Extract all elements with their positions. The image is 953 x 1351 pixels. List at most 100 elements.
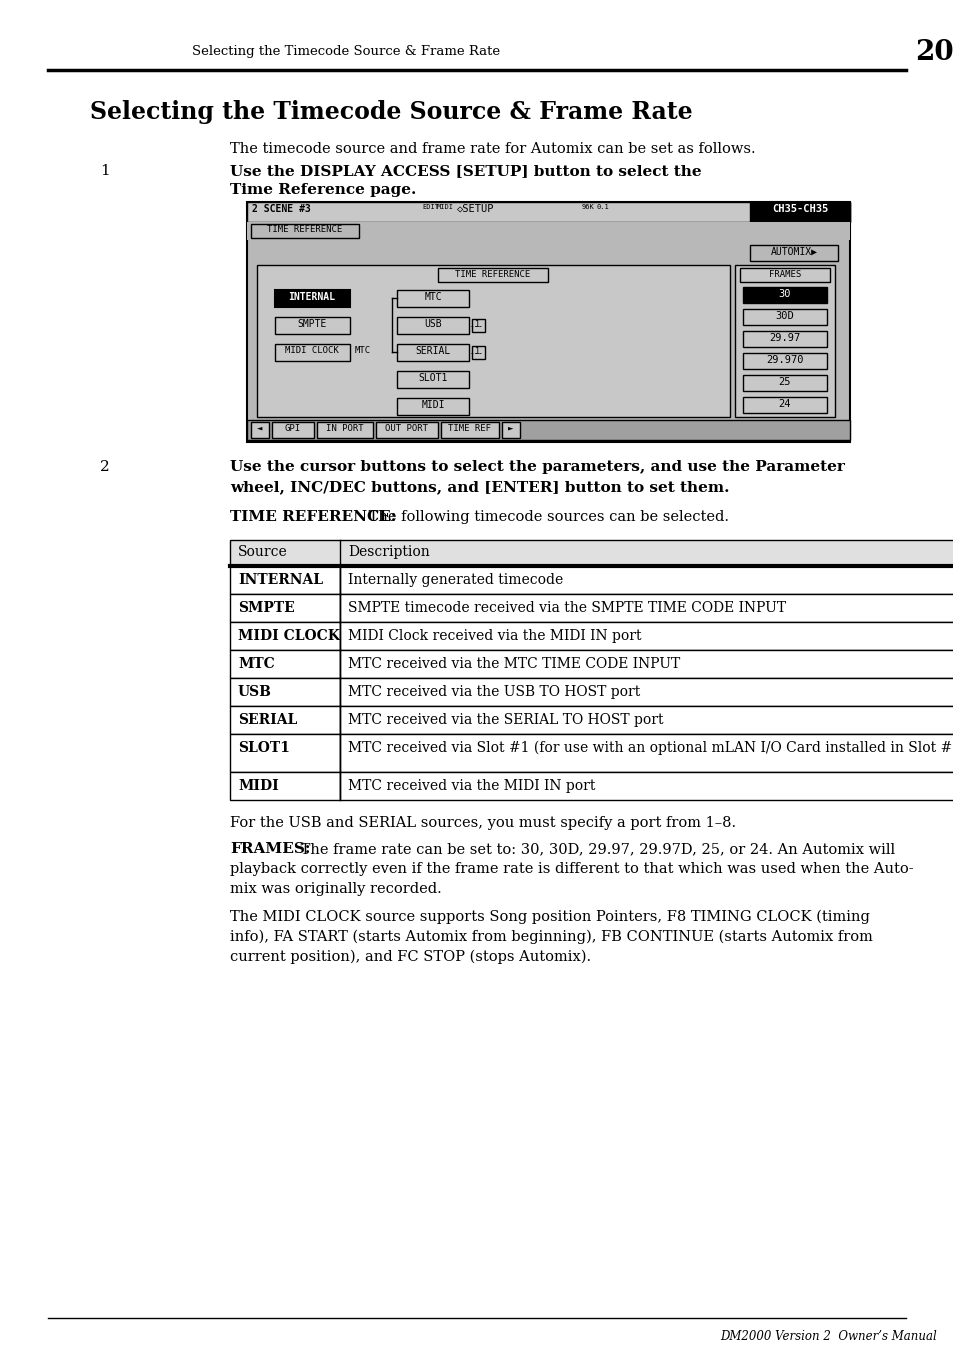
Text: 1: 1 bbox=[475, 320, 480, 330]
Text: 2 SCENE #3: 2 SCENE #3 bbox=[252, 204, 311, 213]
Bar bbox=[396, 345, 469, 361]
Bar bbox=[339, 734, 953, 771]
Text: SERIAL: SERIAL bbox=[237, 713, 297, 727]
Bar bbox=[339, 650, 953, 678]
Bar bbox=[230, 707, 339, 734]
Text: 0.1: 0.1 bbox=[597, 204, 609, 209]
Bar bbox=[247, 203, 849, 442]
Bar bbox=[472, 319, 484, 332]
Text: ◄: ◄ bbox=[257, 424, 262, 434]
Bar bbox=[339, 594, 953, 621]
Text: FRAMES:: FRAMES: bbox=[230, 842, 310, 857]
Text: TIME REFERENCE: TIME REFERENCE bbox=[455, 270, 530, 280]
Bar bbox=[742, 309, 826, 326]
Bar bbox=[272, 422, 314, 438]
Bar bbox=[375, 422, 437, 438]
Text: SLOT1: SLOT1 bbox=[417, 373, 447, 382]
Bar bbox=[247, 203, 849, 222]
Text: Selecting the Timecode Source & Frame Rate: Selecting the Timecode Source & Frame Ra… bbox=[90, 100, 692, 124]
Bar bbox=[230, 678, 339, 707]
Text: MTC received via the MIDI IN port: MTC received via the MIDI IN port bbox=[348, 780, 595, 793]
Text: MTC: MTC bbox=[355, 346, 371, 355]
Text: 96K: 96K bbox=[581, 204, 594, 209]
Bar bbox=[734, 265, 834, 417]
Text: CH35-CH35: CH35-CH35 bbox=[771, 204, 827, 213]
Text: 29.97: 29.97 bbox=[768, 332, 800, 343]
Bar bbox=[501, 422, 519, 438]
Bar bbox=[251, 224, 358, 238]
Text: SMPTE: SMPTE bbox=[237, 601, 294, 615]
Text: MIDI: MIDI bbox=[237, 780, 278, 793]
Text: MIDI: MIDI bbox=[436, 204, 454, 209]
Bar bbox=[339, 566, 953, 594]
Bar bbox=[230, 734, 339, 771]
Bar bbox=[230, 566, 339, 594]
Bar bbox=[396, 372, 469, 388]
Text: ---: --- bbox=[470, 349, 483, 358]
Text: SLOT1: SLOT1 bbox=[237, 740, 290, 755]
Bar bbox=[251, 422, 269, 438]
Bar bbox=[339, 771, 953, 800]
Text: Source: Source bbox=[237, 544, 288, 559]
Text: AUTOMIX▶: AUTOMIX▶ bbox=[770, 247, 817, 257]
Text: MTC received via the MTC TIME CODE INPUT: MTC received via the MTC TIME CODE INPUT bbox=[348, 657, 679, 671]
Bar bbox=[247, 420, 849, 440]
Text: MTC received via the SERIAL TO HOST port: MTC received via the SERIAL TO HOST port bbox=[348, 713, 662, 727]
Text: TIME REFERENCE:: TIME REFERENCE: bbox=[230, 509, 395, 524]
Text: ---: --- bbox=[470, 322, 483, 331]
Bar bbox=[230, 594, 339, 621]
Bar bbox=[742, 353, 826, 369]
Bar bbox=[230, 771, 339, 800]
Bar bbox=[749, 245, 837, 261]
Text: 25: 25 bbox=[778, 377, 790, 386]
Bar bbox=[274, 345, 350, 361]
Text: The timecode source and frame rate for Automix can be set as follows.: The timecode source and frame rate for A… bbox=[230, 142, 755, 155]
Text: MIDI Clock received via the MIDI IN port: MIDI Clock received via the MIDI IN port bbox=[348, 630, 640, 643]
Text: 1: 1 bbox=[475, 347, 480, 357]
Text: MTC: MTC bbox=[424, 292, 441, 303]
Bar bbox=[472, 346, 484, 359]
Text: Use the cursor buttons to select the parameters, and use the Parameter: Use the cursor buttons to select the par… bbox=[230, 459, 844, 474]
Text: 30D: 30D bbox=[775, 311, 794, 322]
Text: SERIAL: SERIAL bbox=[415, 346, 450, 357]
Text: MTC received via the USB TO HOST port: MTC received via the USB TO HOST port bbox=[348, 685, 639, 698]
Text: playback correctly even if the frame rate is different to that which was used wh: playback correctly even if the frame rat… bbox=[230, 862, 913, 875]
Text: 24: 24 bbox=[778, 399, 790, 409]
Text: TIME REFERENCE: TIME REFERENCE bbox=[267, 226, 342, 234]
Text: The frame rate can be set to: 30, 30D, 29.97, 29.97D, 25, or 24. An Automix will: The frame rate can be set to: 30, 30D, 2… bbox=[295, 842, 894, 857]
Bar bbox=[742, 286, 826, 303]
Bar bbox=[396, 399, 469, 415]
Text: OUT PORT: OUT PORT bbox=[385, 424, 428, 434]
Text: 29.970: 29.970 bbox=[765, 355, 803, 365]
Text: MIDI CLOCK: MIDI CLOCK bbox=[237, 630, 339, 643]
Bar bbox=[230, 540, 953, 566]
Bar bbox=[396, 317, 469, 334]
Bar bbox=[742, 331, 826, 347]
Text: EDIT: EDIT bbox=[421, 204, 438, 209]
Text: ►: ► bbox=[508, 424, 513, 434]
Text: mix was originally recorded.: mix was originally recorded. bbox=[230, 882, 441, 896]
Text: USB: USB bbox=[424, 319, 441, 330]
Text: Internally generated timecode: Internally generated timecode bbox=[348, 573, 562, 586]
Text: ◇SETUP: ◇SETUP bbox=[456, 204, 494, 213]
Text: 2: 2 bbox=[100, 459, 110, 474]
Text: 1: 1 bbox=[100, 163, 110, 178]
Text: TIME REF: TIME REF bbox=[448, 424, 491, 434]
Text: MTC received via Slot #1 (for use with an optional mLAN I/O Card installed in Sl: MTC received via Slot #1 (for use with a… bbox=[348, 740, 953, 755]
Text: MIDI: MIDI bbox=[421, 400, 444, 409]
Bar bbox=[742, 376, 826, 390]
Text: SMPTE: SMPTE bbox=[297, 319, 326, 330]
Bar bbox=[247, 222, 849, 240]
Bar bbox=[316, 422, 373, 438]
Text: For the USB and SERIAL sources, you must specify a port from 1–8.: For the USB and SERIAL sources, you must… bbox=[230, 816, 736, 830]
Text: MIDI CLOCK: MIDI CLOCK bbox=[285, 346, 338, 355]
Bar bbox=[742, 397, 826, 413]
Text: 30: 30 bbox=[778, 289, 790, 299]
Text: IN PORT: IN PORT bbox=[326, 424, 363, 434]
Bar bbox=[274, 317, 350, 334]
Bar bbox=[396, 290, 469, 307]
Bar bbox=[437, 267, 547, 282]
Text: The following timecode sources can be selected.: The following timecode sources can be se… bbox=[364, 509, 728, 524]
Bar bbox=[339, 678, 953, 707]
Text: FRAMES: FRAMES bbox=[768, 270, 801, 280]
